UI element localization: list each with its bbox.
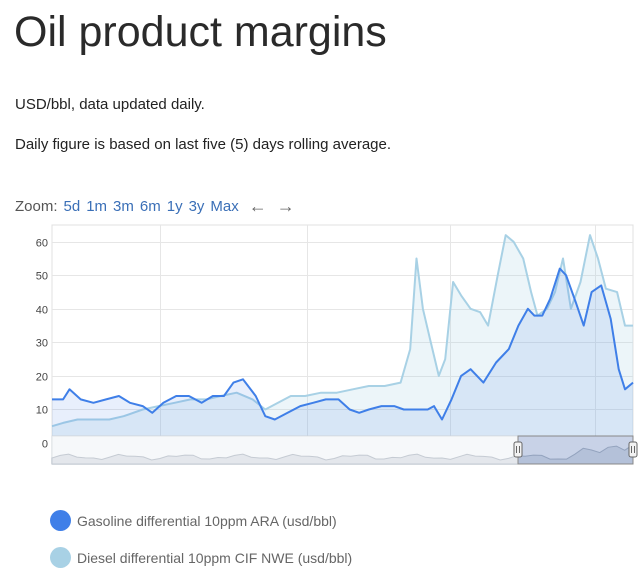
y-tick-label: 30 bbox=[36, 338, 48, 350]
zoom-bar: Zoom: 5d 1m 3m 6m 1y 3y Max ← → bbox=[15, 196, 301, 217]
series-area-gasoline bbox=[52, 268, 633, 443]
series-line-diesel[interactable] bbox=[51, 234, 633, 428]
page-title: Oil product margins bbox=[14, 8, 387, 56]
handle-grip[interactable] bbox=[628, 441, 638, 458]
margin-chart: 0102030405060Oct 2021Jan 2022Apr 2022Jul… bbox=[36, 224, 638, 465]
navigator-left-handle[interactable] bbox=[513, 441, 523, 458]
series-area-diesel bbox=[52, 235, 633, 443]
arrow-right-icon[interactable]: → bbox=[276, 196, 295, 216]
zoom-3y-button[interactable]: 3y bbox=[188, 198, 205, 215]
zoom-3m-button[interactable]: 3m bbox=[113, 198, 134, 215]
legend-label-diesel: Diesel differential 10ppm CIF NWE (usd/b… bbox=[77, 549, 353, 566]
series-areas bbox=[51, 234, 634, 443]
navigator-selection[interactable] bbox=[517, 435, 634, 465]
y-tick-label: 10 bbox=[36, 405, 48, 417]
y-tick-label: 20 bbox=[36, 372, 48, 384]
navigator-series bbox=[51, 443, 634, 465]
zoom-label: Zoom: bbox=[15, 198, 58, 215]
handle-grip[interactable] bbox=[513, 441, 523, 458]
zoom-1y-button[interactable]: 1y bbox=[166, 198, 183, 215]
zoom-5d-button[interactable]: 5d bbox=[63, 198, 81, 215]
series-line-gasoline[interactable] bbox=[52, 267, 634, 421]
y-tick-label: 50 bbox=[36, 271, 48, 283]
y-tick-label: 60 bbox=[36, 238, 48, 250]
legend-item-gasoline[interactable]: Gasoline differential 10ppm ARA (usd/bbl… bbox=[50, 510, 337, 531]
legend-label-gasoline: Gasoline differential 10ppm ARA (usd/bbl… bbox=[77, 512, 337, 529]
arrow-left-icon[interactable]: ← bbox=[248, 196, 267, 216]
legend-dot-diesel bbox=[50, 547, 71, 568]
average-note: Daily figure is based on last five (5) d… bbox=[15, 136, 392, 153]
zoom-max-button[interactable]: Max bbox=[210, 198, 239, 215]
navigator-right-handle[interactable] bbox=[628, 441, 638, 458]
navigator[interactable] bbox=[51, 435, 638, 465]
legend-item-diesel[interactable]: Diesel differential 10ppm CIF NWE (usd/b… bbox=[50, 547, 352, 568]
y-tick-label: 40 bbox=[36, 305, 48, 317]
zoom-1m-button[interactable]: 1m bbox=[86, 198, 108, 215]
zoom-6m-button[interactable]: 6m bbox=[139, 198, 161, 215]
units-note: USD/bbl, data updated daily. bbox=[15, 96, 205, 113]
legend-dot-gasoline bbox=[50, 510, 71, 531]
navigator-mask bbox=[52, 436, 518, 464]
y-tick-label: 0 bbox=[42, 439, 48, 451]
